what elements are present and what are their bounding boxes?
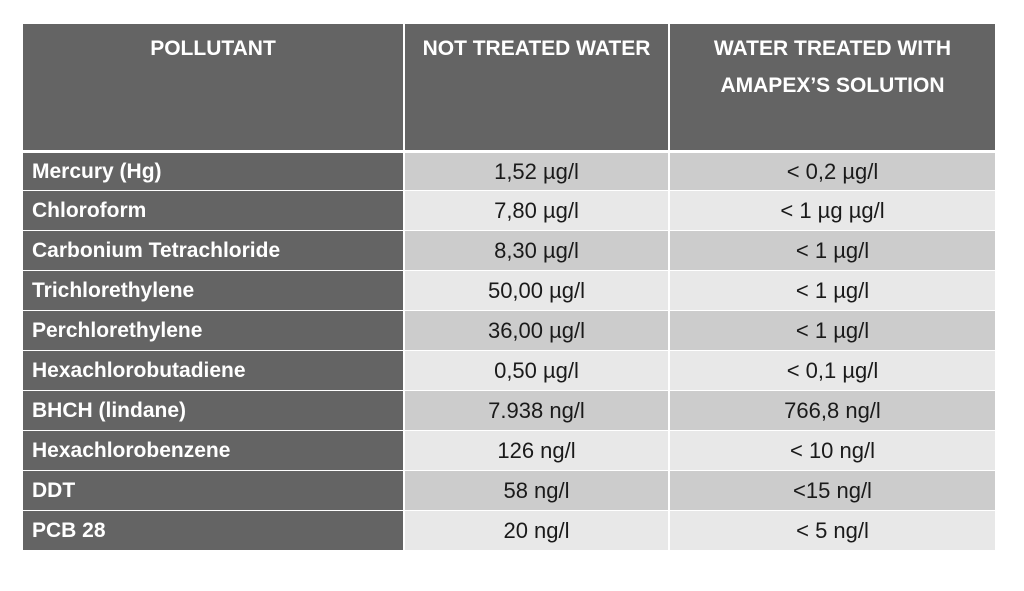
pollutant-table: POLLUTANT NOT TREATED WATER WATER TREATE… <box>23 24 995 550</box>
treated-value: < 0,1 µg/l <box>670 350 995 390</box>
treated-value: < 5 ng/l <box>670 510 995 550</box>
table-row: Chloroform 7,80 µg/l < 1 µg µg/l <box>23 190 995 230</box>
not-treated-value: 58 ng/l <box>405 470 670 510</box>
pollutant-name: Trichlorethylene <box>23 270 405 310</box>
header-not-treated-water: NOT TREATED WATER <box>405 24 670 150</box>
pollutant-name: Hexachlorobenzene <box>23 430 405 470</box>
not-treated-value: 36,00 µg/l <box>405 310 670 350</box>
pollutant-name: BHCH (lindane) <box>23 390 405 430</box>
table-row: PCB 28 20 ng/l < 5 ng/l <box>23 510 995 550</box>
header-pollutant: POLLUTANT <box>23 24 405 150</box>
not-treated-value: 50,00 µg/l <box>405 270 670 310</box>
treated-value: <15 ng/l <box>670 470 995 510</box>
table-row: DDT 58 ng/l <15 ng/l <box>23 470 995 510</box>
treated-value: < 1 µg/l <box>670 230 995 270</box>
table-row: Carbonium Tetrachloride 8,30 µg/l < 1 µg… <box>23 230 995 270</box>
pollutant-name: Hexachlorobutadiene <box>23 350 405 390</box>
table-row: Hexachlorobenzene 126 ng/l < 10 ng/l <box>23 430 995 470</box>
pollutant-name: Chloroform <box>23 190 405 230</box>
not-treated-value: 7.938 ng/l <box>405 390 670 430</box>
not-treated-value: 126 ng/l <box>405 430 670 470</box>
not-treated-value: 7,80 µg/l <box>405 190 670 230</box>
header-treated-water: WATER TREATED WITH AMAPEX’S SOLUTION <box>670 24 995 150</box>
table-row: Trichlorethylene 50,00 µg/l < 1 µg/l <box>23 270 995 310</box>
pollutant-name: Carbonium Tetrachloride <box>23 230 405 270</box>
treated-value: < 1 µg/l <box>670 310 995 350</box>
pollutant-name: PCB 28 <box>23 510 405 550</box>
treated-value: < 10 ng/l <box>670 430 995 470</box>
table-row: Hexachlorobutadiene 0,50 µg/l < 0,1 µg/l <box>23 350 995 390</box>
table-row: Perchlorethylene 36,00 µg/l < 1 µg/l <box>23 310 995 350</box>
treated-value: < 1 µg µg/l <box>670 190 995 230</box>
not-treated-value: 8,30 µg/l <box>405 230 670 270</box>
table-header-row: POLLUTANT NOT TREATED WATER WATER TREATE… <box>23 24 995 150</box>
treated-value: < 0,2 µg/l <box>670 150 995 190</box>
not-treated-value: 20 ng/l <box>405 510 670 550</box>
not-treated-value: 0,50 µg/l <box>405 350 670 390</box>
pollutant-name: Perchlorethylene <box>23 310 405 350</box>
pollutant-name: DDT <box>23 470 405 510</box>
treated-value: < 1 µg/l <box>670 270 995 310</box>
pollutant-name: Mercury (Hg) <box>23 150 405 190</box>
treated-value: 766,8 ng/l <box>670 390 995 430</box>
table-row: BHCH (lindane) 7.938 ng/l 766,8 ng/l <box>23 390 995 430</box>
not-treated-value: 1,52 µg/l <box>405 150 670 190</box>
table-row: Mercury (Hg) 1,52 µg/l < 0,2 µg/l <box>23 150 995 190</box>
